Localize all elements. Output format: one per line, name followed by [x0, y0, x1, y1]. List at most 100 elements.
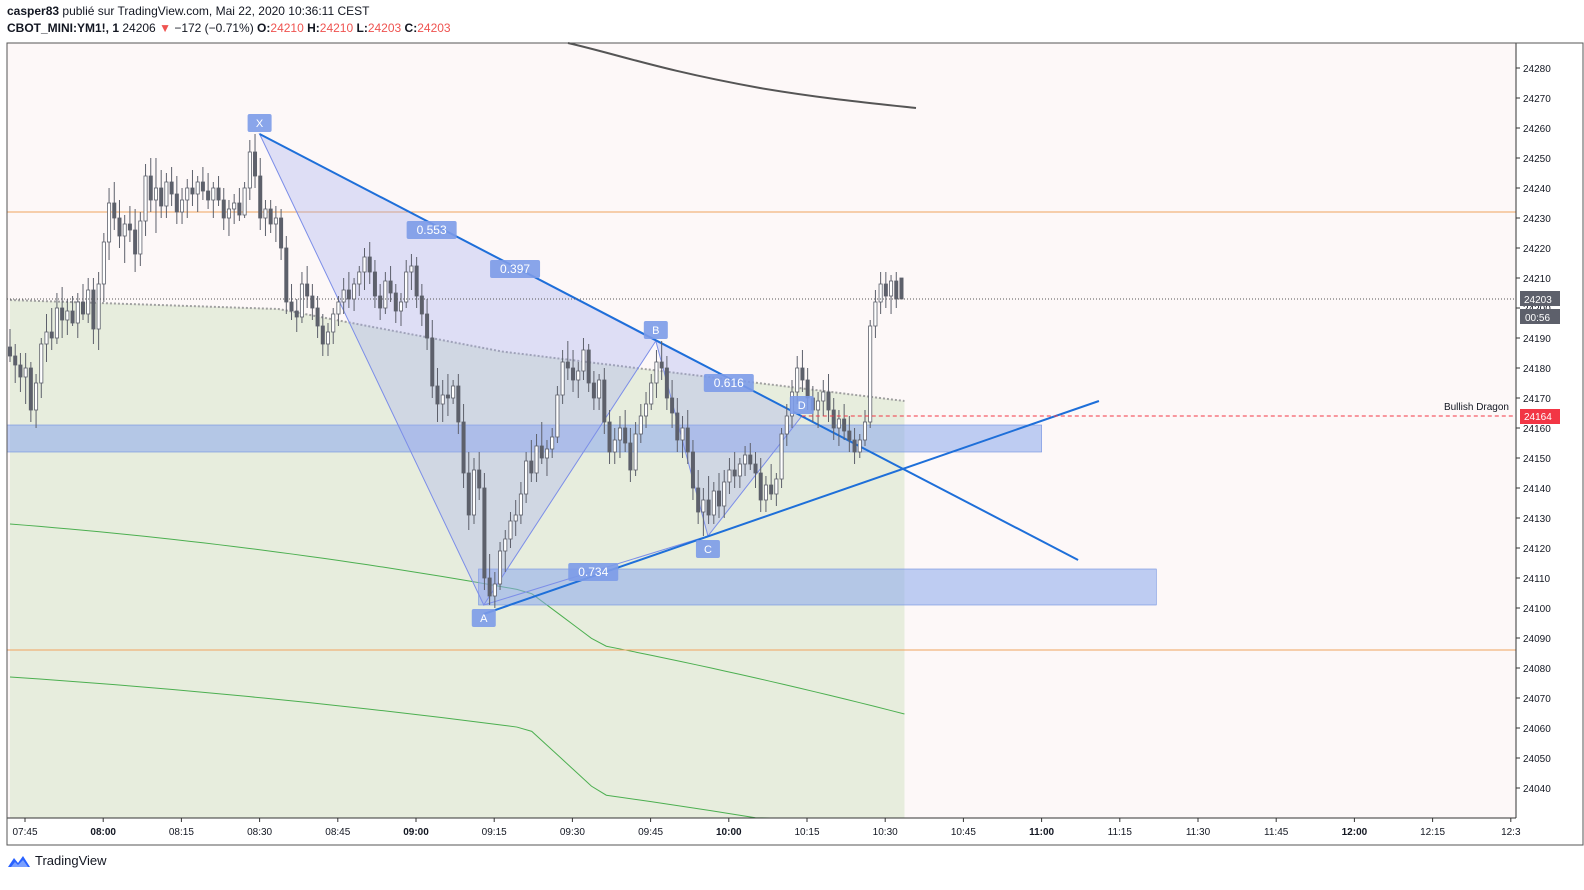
candle	[852, 428, 857, 464]
candle	[737, 458, 742, 488]
candle-body	[461, 421, 466, 474]
publish-date: publié sur TradingView.com, Mai 22, 2020…	[62, 4, 370, 18]
candle-body	[602, 379, 607, 423]
candle-body	[258, 175, 263, 219]
price-axis-area	[1516, 43, 1584, 818]
candle	[743, 446, 748, 476]
candle-body	[524, 460, 529, 495]
candle-body	[774, 478, 779, 495]
candle-body	[383, 280, 388, 309]
candle	[70, 296, 75, 326]
candle	[357, 266, 362, 296]
candle-body	[607, 421, 612, 453]
candle-body	[753, 463, 758, 474]
candle	[461, 404, 466, 488]
candle	[623, 410, 628, 452]
candle	[513, 500, 518, 536]
candle-body	[571, 367, 576, 381]
candle	[232, 194, 237, 224]
candle	[821, 380, 826, 416]
price-tick-label: 24130	[1523, 514, 1551, 525]
candle-body	[289, 301, 294, 312]
candle	[346, 272, 351, 308]
candle-body	[284, 247, 289, 303]
candle	[372, 260, 377, 308]
candle-body	[107, 202, 112, 243]
candle	[28, 362, 33, 422]
candle-body	[586, 349, 591, 384]
candle	[581, 338, 586, 380]
trendline-down	[259, 133, 1079, 561]
candle-body	[23, 367, 28, 378]
footer-brand[interactable]: TradingView	[35, 853, 107, 868]
candle-body	[852, 439, 857, 453]
candle	[706, 476, 711, 524]
candle	[675, 398, 680, 452]
price-tick-label: 24100	[1523, 604, 1551, 615]
candle	[247, 140, 252, 200]
candle-body	[127, 223, 132, 231]
candle-body	[842, 418, 847, 432]
candle-body	[675, 412, 680, 441]
candle	[378, 284, 383, 320]
candle	[534, 434, 539, 482]
candle-body	[299, 283, 304, 318]
candle	[560, 350, 565, 404]
open-label: O:	[257, 21, 271, 35]
candle-body	[487, 577, 492, 597]
candle-body	[685, 427, 690, 453]
candle-body	[237, 202, 242, 216]
candle-body	[722, 481, 727, 507]
low-value: 24203	[367, 21, 402, 35]
candle-body	[591, 382, 596, 399]
candle-body	[305, 283, 310, 297]
candle-body	[221, 199, 226, 219]
candle	[617, 416, 622, 458]
candle	[216, 176, 221, 206]
time-tick-label: 10:45	[951, 827, 976, 838]
candle-body	[503, 538, 508, 552]
price-tick-label: 24270	[1523, 94, 1551, 105]
candle-body	[883, 283, 888, 297]
candle	[279, 209, 284, 260]
candle-body	[253, 151, 258, 177]
candle	[644, 392, 649, 428]
candle-body	[143, 175, 148, 222]
candle-body	[597, 379, 602, 399]
candle	[711, 482, 716, 524]
footer: TradingView	[7, 853, 107, 868]
time-tick-label: 08:45	[325, 827, 350, 838]
candle-body	[628, 442, 633, 471]
candle	[466, 452, 471, 530]
candle-body	[748, 454, 753, 465]
time-tick-label: 12:15	[1420, 827, 1445, 838]
price-tick-label: 24250	[1523, 154, 1551, 165]
time-tick-label: 09:30	[560, 827, 585, 838]
candle-body	[529, 460, 534, 474]
candle-body	[638, 415, 643, 435]
candle-body	[894, 280, 899, 300]
candle-body	[180, 199, 185, 213]
ohlc-legend: CBOT_MINI:YM1!, 1 24206 ▼ −172 (−0.71%) …	[7, 21, 451, 35]
candle-body	[795, 367, 800, 393]
candle-body	[409, 265, 414, 273]
time-tick-label: 11:15	[1108, 827, 1133, 838]
time-tick-label: 10:30	[873, 827, 898, 838]
candle	[847, 416, 852, 452]
point-label-bg-x	[247, 114, 272, 132]
candle	[237, 188, 242, 221]
candle-body	[711, 490, 716, 516]
candle	[597, 374, 602, 410]
candle	[96, 272, 101, 350]
candle-body	[18, 364, 23, 378]
vwap-line	[9, 299, 905, 402]
price-tick-label: 24260	[1523, 124, 1551, 135]
candle-body	[310, 295, 315, 309]
candle-body	[836, 418, 841, 429]
candle-body	[550, 436, 555, 450]
candle	[164, 173, 169, 218]
last-price: 24206	[122, 21, 156, 35]
candle	[362, 248, 367, 290]
symbol-label[interactable]: CBOT_MINI:YM1!, 1	[7, 21, 120, 35]
